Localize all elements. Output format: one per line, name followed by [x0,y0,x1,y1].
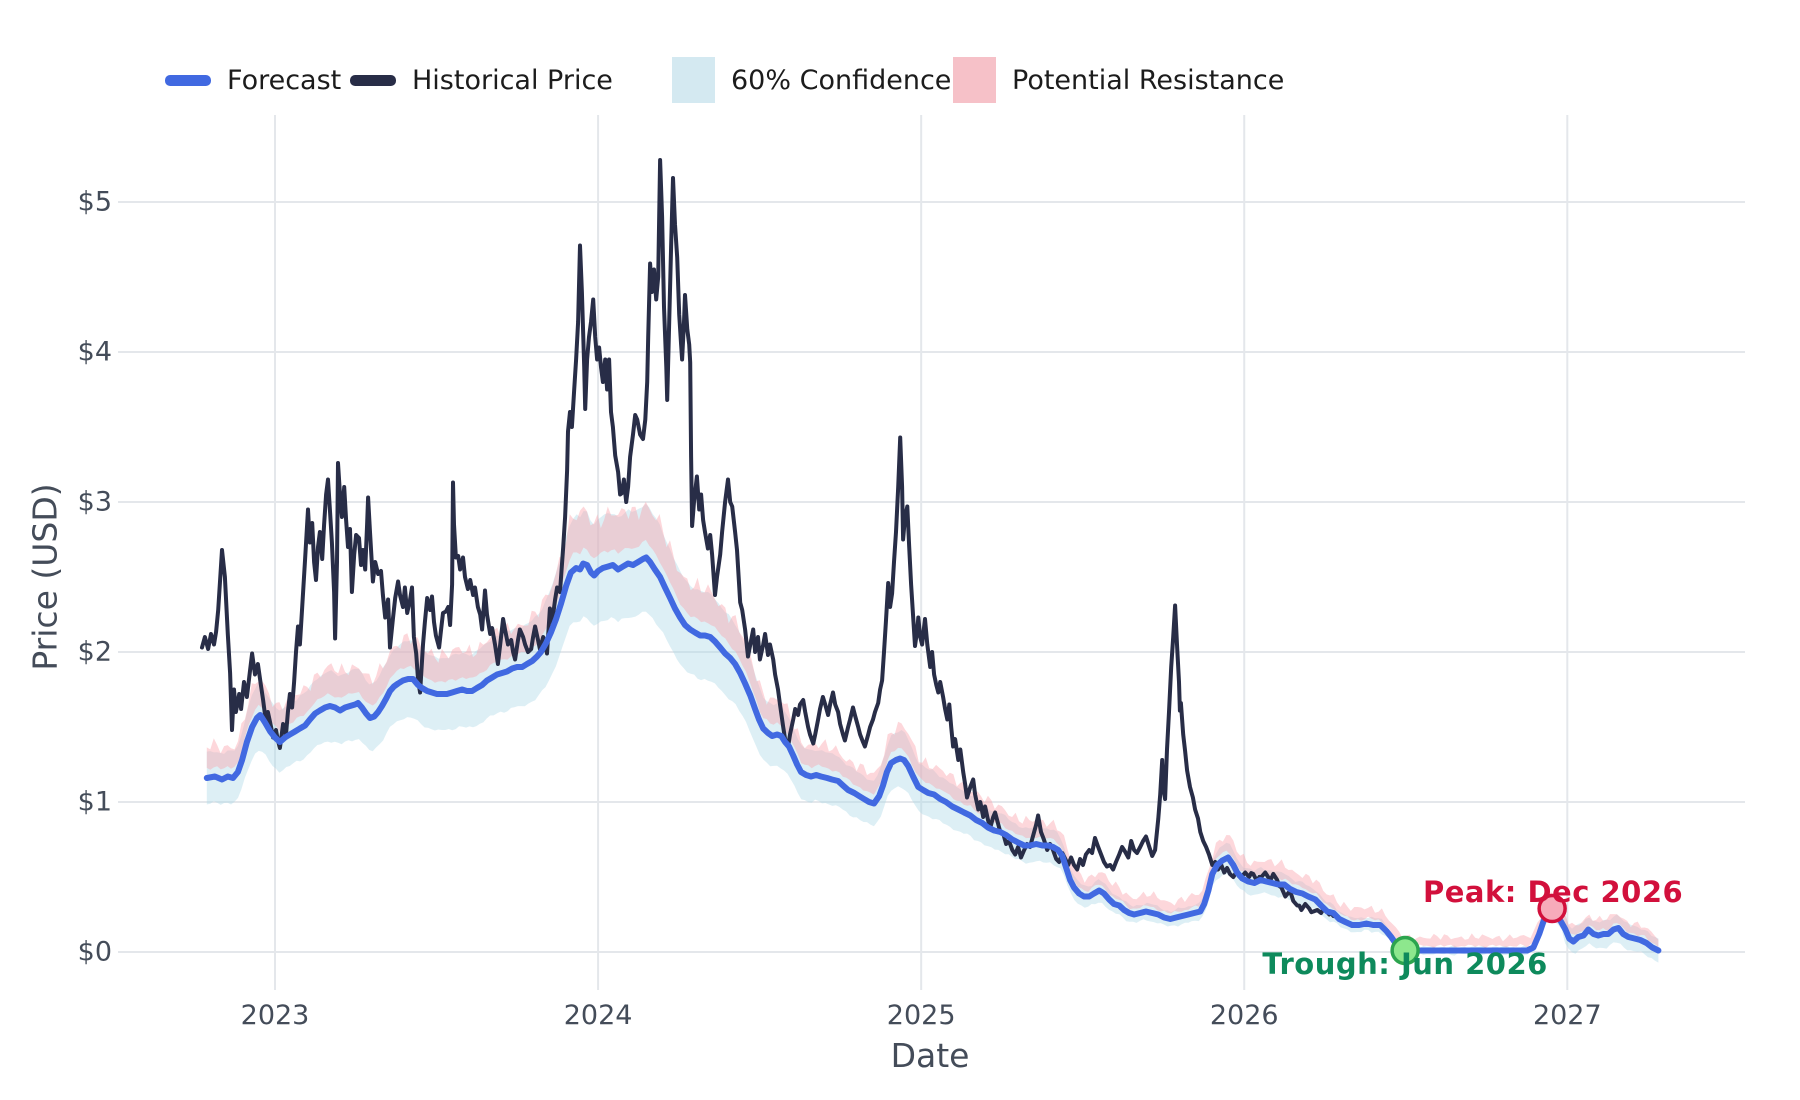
resistance-band-swatch-icon [953,57,996,103]
legend-item-historical: Historical Price [350,52,613,108]
trough-annotation: Trough: Jun 2026 [1262,946,1548,981]
legend-item-confidence: 60% Confidence [672,52,951,108]
x-tick-label: 2024 [563,1000,633,1031]
legend-label: Historical Price [412,64,613,96]
y-tick-label: $3 [77,486,112,518]
legend-item-forecast: Forecast [165,52,341,108]
x-tick-label: 2027 [1532,1000,1602,1031]
y-tick-label: $2 [77,636,112,668]
x-axis-title: Date [890,1036,970,1075]
historical-line-swatch-icon [350,74,396,86]
y-tick-label: $0 [77,936,112,968]
legend-label: 60% Confidence [731,64,952,96]
y-tick-label: $4 [77,336,112,368]
forecast-line-swatch-icon [165,74,211,86]
legend-label: Forecast [227,64,342,96]
y-axis-title: Price (USD) [25,483,65,671]
x-tick-label: 2026 [1209,1000,1279,1031]
x-tick-label: 2025 [886,1000,956,1031]
confidence-band-swatch-icon [672,57,715,103]
x-tick-label: 2023 [240,1000,310,1031]
legend-item-resistance: Potential Resistance [953,52,1284,108]
y-tick-label: $1 [77,786,112,818]
legend-label: Potential Resistance [1012,64,1285,96]
peak-annotation: Peak: Dec 2026 [1423,874,1684,909]
legend: Forecast Historical Price 60% Confidence… [0,52,1800,108]
y-tick-label: $5 [77,186,112,218]
